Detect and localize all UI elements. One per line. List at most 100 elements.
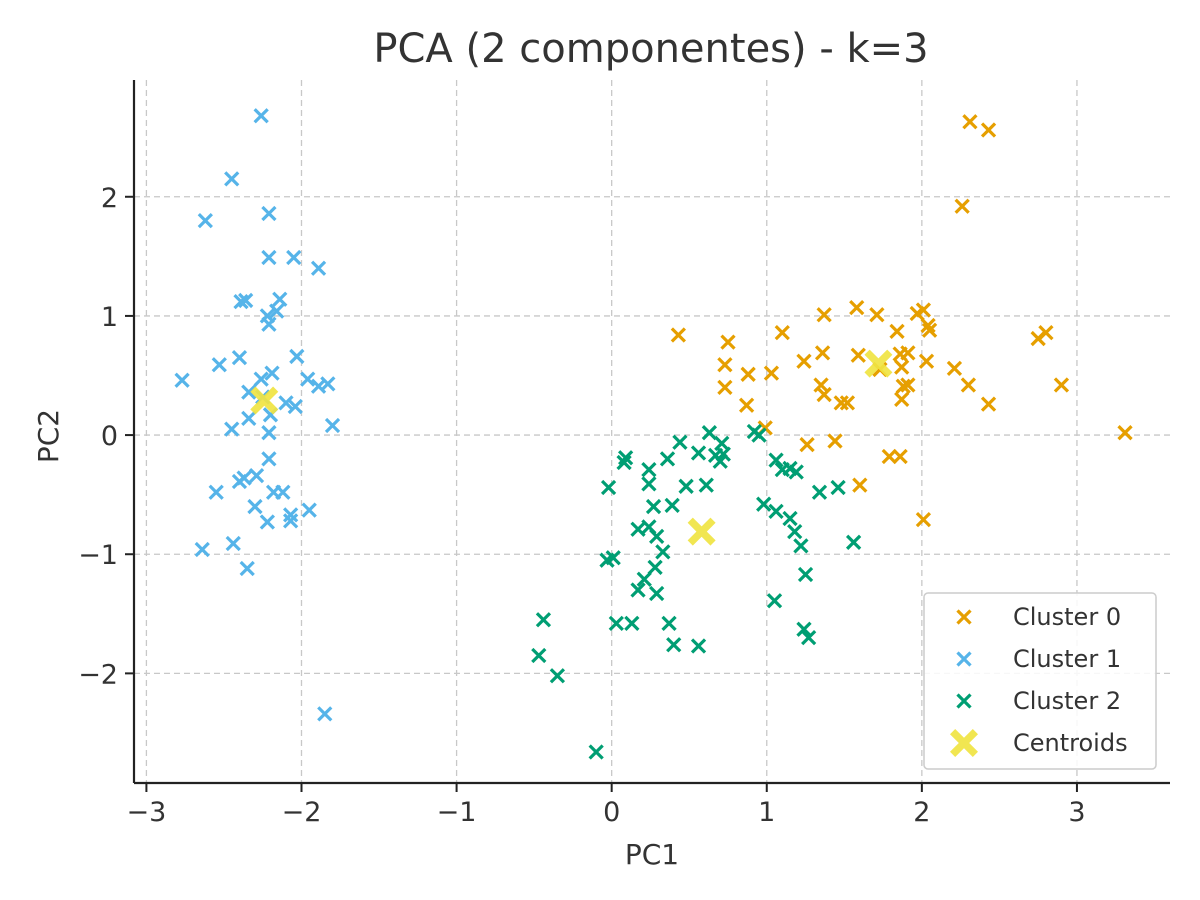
data-point [174, 372, 190, 388]
data-point [782, 510, 798, 527]
data-point [224, 171, 240, 187]
x-tick-label: −2 [282, 797, 322, 828]
data-point [763, 365, 780, 381]
data-point [793, 538, 809, 554]
data-point [310, 260, 327, 276]
data-point [915, 512, 932, 528]
data-point [605, 550, 621, 566]
data-point [208, 484, 224, 500]
data-point [616, 454, 632, 471]
data-point [261, 451, 277, 467]
data-point [1053, 377, 1070, 393]
legend-entry: Cluster 0 [956, 603, 1121, 631]
data-point [301, 502, 317, 518]
data-point [954, 198, 970, 214]
legend-entry: Cluster 1 [956, 645, 1121, 673]
data-point [892, 448, 908, 465]
points-layer [174, 108, 1133, 760]
data-point [738, 397, 755, 413]
data-point [317, 706, 333, 722]
data-point [624, 615, 640, 631]
data-point [889, 323, 905, 340]
data-point [320, 376, 336, 392]
x-tick-label: −3 [127, 797, 167, 828]
data-point [641, 461, 657, 478]
data-point [701, 425, 718, 441]
y-tick-label: −2 [78, 659, 118, 690]
data-point [797, 566, 814, 583]
data-point [283, 507, 299, 523]
data-point [714, 435, 730, 452]
data-point [1117, 425, 1133, 441]
legend-marker [950, 729, 978, 757]
legend-label: Cluster 0 [1013, 603, 1121, 631]
legend-marker [956, 651, 972, 667]
series-cluster-2 [531, 423, 862, 760]
data-point [796, 353, 812, 369]
data-point [664, 497, 680, 514]
data-point [811, 484, 828, 500]
data-point [756, 496, 772, 512]
data-point [801, 630, 817, 646]
data-point [535, 612, 552, 628]
data-point [261, 425, 277, 441]
series-cluster-0 [670, 114, 1133, 528]
legend: Cluster 0 Cluster 1 Cluster 2 Centroids [923, 592, 1157, 770]
data-point [659, 451, 676, 467]
data-point [827, 433, 843, 449]
legend-label: Centroids [1013, 729, 1128, 757]
data-point [678, 478, 694, 494]
data-point [816, 386, 832, 403]
data-point [766, 593, 783, 609]
data-point [233, 293, 249, 310]
data-point [918, 353, 935, 369]
data-point [962, 114, 978, 130]
data-point [211, 357, 227, 373]
data-point [324, 417, 341, 434]
data-point [649, 585, 665, 602]
data-point [920, 317, 936, 334]
data-point [231, 349, 248, 366]
data-point [261, 316, 277, 332]
data-point [787, 523, 803, 540]
data-point [894, 391, 910, 407]
legend-marker [956, 609, 972, 625]
data-point [287, 398, 303, 415]
data-point [796, 621, 812, 637]
data-point [814, 345, 831, 361]
data-point [641, 476, 657, 492]
x-tick-label: 0 [603, 797, 620, 828]
legend-entry: Cluster 2 [956, 687, 1121, 715]
data-point [666, 637, 682, 653]
data-point [248, 467, 265, 484]
data-point [275, 484, 291, 500]
data-point [253, 108, 269, 124]
data-point [272, 291, 288, 307]
centroid-point [864, 349, 893, 378]
data-point [698, 477, 714, 493]
data-point [849, 299, 865, 316]
x-tick-label: 1 [758, 797, 775, 828]
data-point [588, 744, 604, 760]
data-point [670, 327, 686, 343]
data-point [231, 473, 248, 490]
data-point [946, 360, 963, 376]
legend-label: Cluster 1 [1013, 645, 1121, 673]
data-point [1038, 324, 1054, 341]
data-point [269, 303, 285, 319]
x-axis-label: PC1 [625, 838, 679, 871]
data-point [799, 436, 815, 453]
data-point [852, 477, 868, 493]
y-tick-label: 0 [101, 421, 118, 452]
centroid-point [250, 386, 279, 415]
data-point [839, 395, 856, 411]
data-point [197, 212, 213, 229]
data-point [960, 377, 977, 393]
data-point [661, 615, 677, 631]
x-tick-label: 3 [1068, 797, 1085, 828]
data-point [751, 427, 767, 443]
legend-marker [956, 693, 972, 709]
data-point [283, 513, 299, 529]
data-point [894, 359, 910, 375]
